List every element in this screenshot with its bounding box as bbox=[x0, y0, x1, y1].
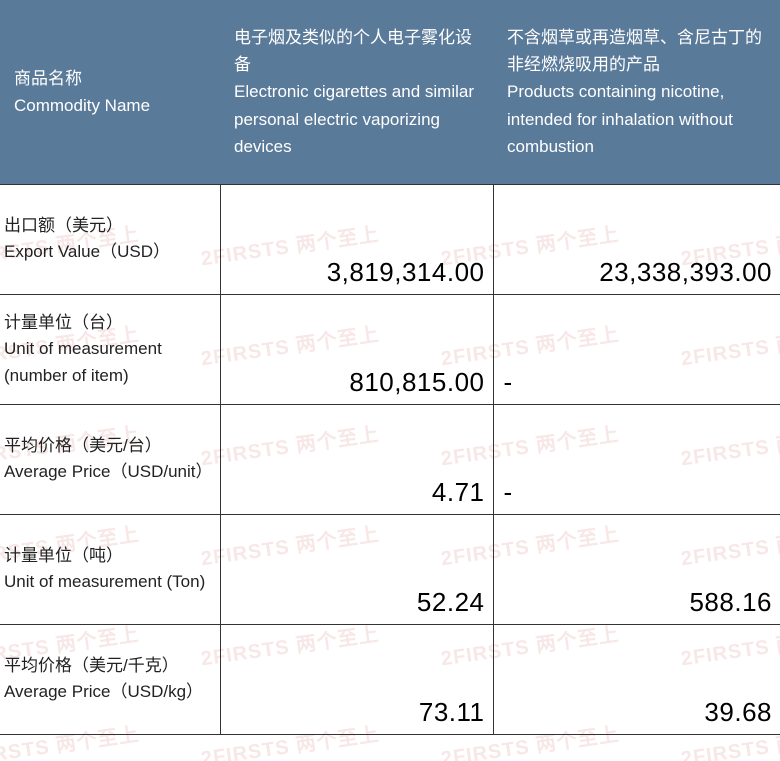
row-label-cell: 计量单位（台） Unit of measurement (number of i… bbox=[0, 294, 220, 404]
table-row: 平均价格（美元/台） Average Price（USD/unit） 4.71 … bbox=[0, 404, 780, 514]
header-a-zh: 电子烟及类似的个人电子雾化设备 bbox=[234, 28, 472, 74]
header-cell-ecig: 电子烟及类似的个人电子雾化设备 Electronic cigarettes an… bbox=[220, 0, 493, 184]
table-header-row: 商品名称 Commodity Name 电子烟及类似的个人电子雾化设备 Elec… bbox=[0, 0, 780, 184]
header-a-en: Electronic cigarettes and similar person… bbox=[234, 82, 474, 155]
row-label-zh: 平均价格（美元/台） bbox=[4, 436, 162, 455]
header-b-zh: 不含烟草或再造烟草、含尼古丁的非经燃烧吸用的产品 bbox=[507, 28, 762, 74]
value: 4.71 bbox=[221, 477, 493, 514]
value: 39.68 bbox=[494, 697, 780, 734]
value: 3,819,314.00 bbox=[221, 257, 493, 294]
header-cell-commodity-name: 商品名称 Commodity Name bbox=[0, 0, 220, 184]
header-b-en: Products containing nicotine, intended f… bbox=[507, 82, 733, 155]
cell-value-b: 39.68 bbox=[493, 624, 780, 734]
cell-value-b: 588.16 bbox=[493, 514, 780, 624]
row-label: 平均价格（美元/千克） Average Price（USD/kg） bbox=[0, 639, 220, 720]
value: 588.16 bbox=[494, 587, 780, 624]
cell-value-b: - bbox=[493, 404, 780, 514]
value: 52.24 bbox=[221, 587, 493, 624]
header-label-en: Commodity Name bbox=[14, 96, 150, 115]
header-label-zh: 商品名称 bbox=[14, 69, 82, 88]
cell-value-a: 3,819,314.00 bbox=[220, 184, 493, 294]
cell-value-a: 4.71 bbox=[220, 404, 493, 514]
table-row: 计量单位（吨） Unit of measurement (Ton) 52.24 … bbox=[0, 514, 780, 624]
cell-value-b: 23,338,393.00 bbox=[493, 184, 780, 294]
row-label: 计量单位（台） Unit of measurement (number of i… bbox=[0, 296, 220, 403]
row-label: 计量单位（吨） Unit of measurement (Ton) bbox=[0, 529, 220, 610]
row-label-zh: 计量单位（台） bbox=[4, 313, 123, 332]
row-label: 平均价格（美元/台） Average Price（USD/unit） bbox=[0, 419, 220, 500]
value: 23,338,393.00 bbox=[494, 257, 780, 294]
row-label-cell: 平均价格（美元/台） Average Price（USD/unit） bbox=[0, 404, 220, 514]
value: 73.11 bbox=[221, 697, 493, 734]
row-label-en: Unit of measurement (Ton) bbox=[4, 572, 205, 591]
row-label-en: Average Price（USD/kg） bbox=[4, 682, 203, 701]
cell-value-b: - bbox=[493, 294, 780, 404]
row-label-zh: 出口额（美元） bbox=[4, 216, 123, 235]
row-label: 出口额（美元） Export Value（USD） bbox=[0, 199, 220, 280]
value: 810,815.00 bbox=[221, 367, 493, 404]
row-label-cell: 平均价格（美元/千克） Average Price（USD/kg） bbox=[0, 624, 220, 734]
row-label-en: Unit of measurement (number of item) bbox=[4, 339, 162, 384]
header-cell-nicotine: 不含烟草或再造烟草、含尼古丁的非经燃烧吸用的产品 Products contai… bbox=[493, 0, 780, 184]
table-row: 平均价格（美元/千克） Average Price（USD/kg） 73.11 … bbox=[0, 624, 780, 734]
cell-value-a: 73.11 bbox=[220, 624, 493, 734]
cell-value-a: 810,815.00 bbox=[220, 294, 493, 404]
row-label-cell: 计量单位（吨） Unit of measurement (Ton) bbox=[0, 514, 220, 624]
cell-value-a: 52.24 bbox=[220, 514, 493, 624]
value-dash: - bbox=[494, 367, 780, 404]
table-row: 计量单位（台） Unit of measurement (number of i… bbox=[0, 294, 780, 404]
table-row: 出口额（美元） Export Value（USD） 3,819,314.00 2… bbox=[0, 184, 780, 294]
value-dash: - bbox=[494, 477, 780, 514]
row-label-cell: 出口额（美元） Export Value（USD） bbox=[0, 184, 220, 294]
commodity-table: 商品名称 Commodity Name 电子烟及类似的个人电子雾化设备 Elec… bbox=[0, 0, 780, 735]
row-label-zh: 计量单位（吨） bbox=[4, 546, 123, 565]
row-label-zh: 平均价格（美元/千克） bbox=[4, 656, 179, 675]
row-label-en: Export Value（USD） bbox=[4, 242, 170, 261]
row-label-en: Average Price（USD/unit） bbox=[4, 462, 213, 481]
